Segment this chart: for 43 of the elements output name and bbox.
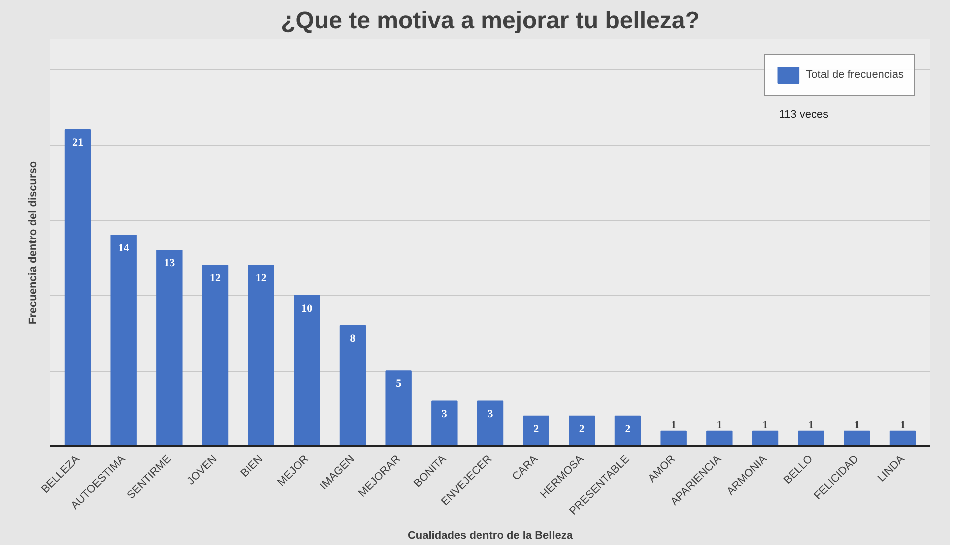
data-label: 5 xyxy=(396,378,402,390)
data-label: 12 xyxy=(210,272,222,285)
data-label: 1 xyxy=(762,419,768,432)
data-label: 3 xyxy=(442,408,448,420)
bar xyxy=(844,430,870,446)
data-label: 2 xyxy=(625,423,632,436)
bar xyxy=(248,265,274,446)
bar xyxy=(660,430,687,446)
bar xyxy=(386,370,412,446)
data-label: 1 xyxy=(671,419,677,432)
legend-label: Total de frecuencias xyxy=(806,69,904,81)
data-label: 10 xyxy=(302,302,314,315)
bar xyxy=(752,430,779,446)
data-label: 12 xyxy=(256,272,268,285)
data-label: 2 xyxy=(579,423,586,436)
data-label: 3 xyxy=(488,408,494,420)
data-label: 1 xyxy=(900,419,906,432)
bar xyxy=(294,295,320,446)
data-label: 1 xyxy=(716,419,722,432)
bar xyxy=(110,234,137,446)
bar xyxy=(202,265,229,446)
data-label: 2 xyxy=(534,423,540,436)
bar xyxy=(890,430,916,446)
bar xyxy=(569,416,596,446)
bar xyxy=(523,416,550,446)
y-axis-title: Frecuencia dentro del discurso xyxy=(28,161,40,325)
x-axis-title: Cualidades dentro de la Belleza xyxy=(408,530,574,542)
data-label: 8 xyxy=(350,332,356,345)
data-label: 14 xyxy=(118,242,130,254)
data-label: 1 xyxy=(854,419,860,432)
bar xyxy=(477,400,504,446)
bar xyxy=(614,416,642,446)
annotation: 113 veces xyxy=(779,108,830,121)
data-label: 1 xyxy=(808,419,814,432)
data-label: 21 xyxy=(72,136,84,149)
data-label: 13 xyxy=(164,258,176,270)
bar xyxy=(64,129,92,446)
chart-title: ¿Que te motiva a mejorar tu belleza? xyxy=(281,8,700,34)
bar xyxy=(706,430,733,446)
bar xyxy=(156,250,183,446)
bar xyxy=(798,430,824,446)
bar xyxy=(340,325,366,446)
bar xyxy=(432,400,458,446)
